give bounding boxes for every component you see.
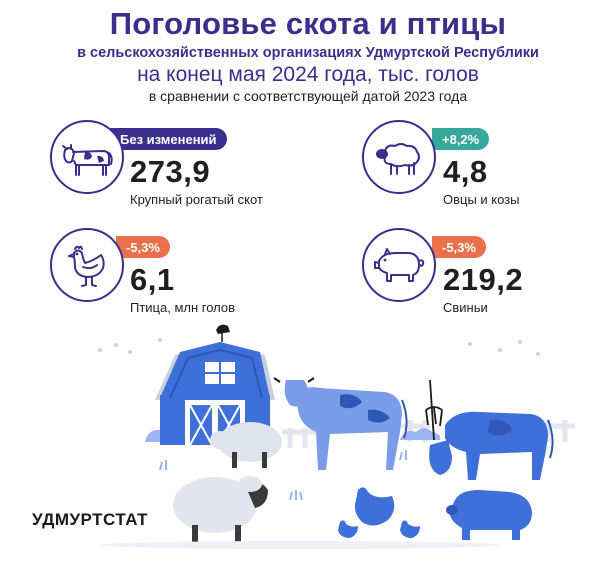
status-badge: +8,2% <box>432 128 490 150</box>
cattle-label: Крупный рогатый скот <box>130 192 263 207</box>
rooster-weathervane <box>216 324 230 334</box>
status-badge: -5,3% <box>116 236 170 258</box>
dots-decoration <box>98 338 540 356</box>
hen-icon <box>50 228 124 302</box>
grass <box>159 450 407 501</box>
pitchfork <box>425 379 443 441</box>
poultry-value: 6,1 <box>130 262 175 297</box>
brand-logo-text: УДМУРТСТАТ <box>32 510 149 529</box>
sheep-icon <box>362 120 436 194</box>
cow-figure-center <box>273 377 408 470</box>
status-badge: -5,3% <box>432 236 486 258</box>
bush <box>400 428 441 440</box>
farm-scene-svg <box>98 324 575 549</box>
farm-illustration <box>0 318 616 570</box>
cattle-value: 273,9 <box>130 154 211 189</box>
page-title: Поголовье скота и птицы <box>109 6 507 41</box>
subtitle-organization: в сельскохозяйственных организациях Удму… <box>77 45 539 61</box>
subtitle-date: на конец мая 2024 года, тыс. голов <box>137 63 479 86</box>
pig-figure <box>446 490 532 540</box>
poultry-label: Птица, млн голов <box>130 300 236 315</box>
status-badge: Без изменений <box>110 128 227 150</box>
sheep-figure-front <box>173 476 268 545</box>
chicken-figures <box>338 487 420 538</box>
pigs-label: Свиньи <box>443 300 488 315</box>
ground-shadow <box>100 541 500 549</box>
pig-icon <box>362 228 436 302</box>
cow-icon <box>50 120 124 194</box>
sheep-label: Овцы и козы <box>443 192 520 207</box>
pigs-value: 219,2 <box>443 262 524 297</box>
sheep-value: 4,8 <box>443 154 488 189</box>
subtitle-comparison: в сравнении с соответствующей датой 2023… <box>148 88 468 104</box>
sheep-figure <box>210 422 282 468</box>
cow-figure-right <box>429 411 554 480</box>
